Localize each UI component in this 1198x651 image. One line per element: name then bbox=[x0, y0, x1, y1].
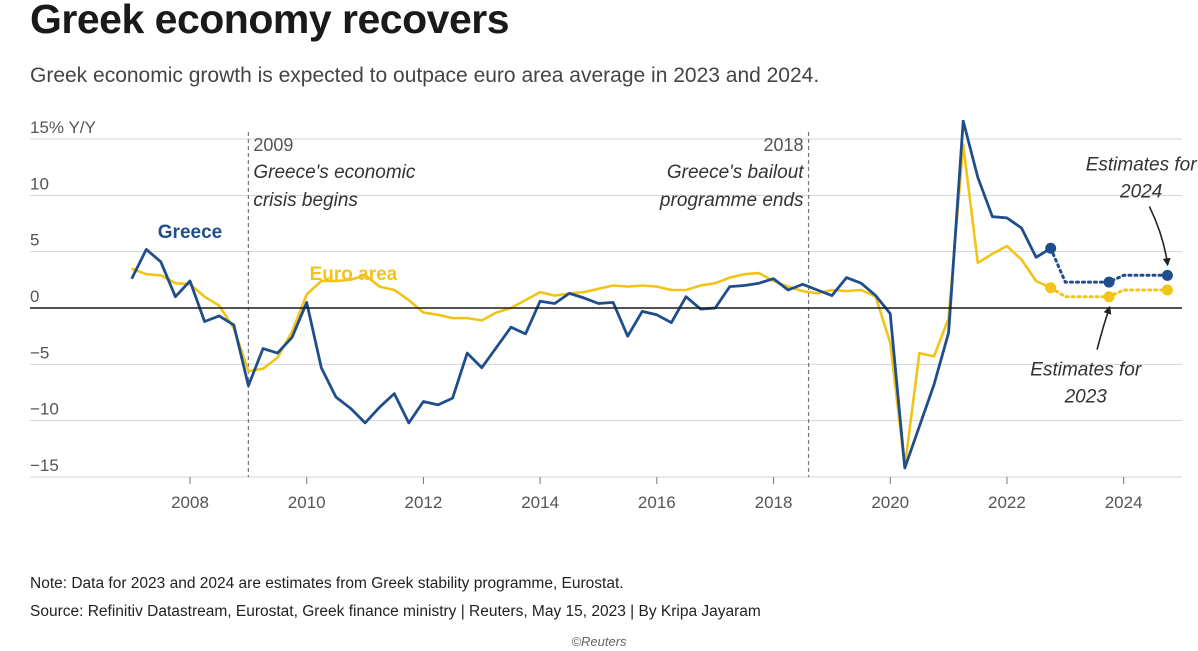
x-tick-label: 2022 bbox=[988, 493, 1026, 512]
estimate-marker bbox=[1103, 276, 1115, 288]
estimate-marker bbox=[1045, 282, 1057, 294]
series-layer bbox=[130, 120, 1173, 470]
grid-layer bbox=[30, 138, 1182, 478]
series-label: Euro area bbox=[310, 264, 398, 285]
series-line-greece bbox=[130, 120, 1052, 470]
x-tick-label: 2014 bbox=[521, 493, 559, 512]
event-label: crisis begins bbox=[253, 190, 358, 211]
y-tick-label: −10 bbox=[30, 400, 59, 419]
y-tick-label: 15% Y/Y bbox=[30, 120, 96, 137]
y-tick-label: −15 bbox=[30, 456, 59, 475]
estimate-marker bbox=[1161, 284, 1173, 296]
x-tick-label: 2018 bbox=[755, 493, 793, 512]
annotation-label: Estimates for bbox=[1086, 155, 1198, 176]
annotation-label: Estimates for bbox=[1030, 360, 1142, 381]
y-tick-label: 0 bbox=[30, 287, 39, 306]
annotation-layer: Estimates for 2024 Estimates for 2023 bbox=[1030, 155, 1197, 408]
y-tick-label: 5 bbox=[30, 231, 39, 250]
growth-line-chart: 2009 Greece's economic crisis begins 2018 Gr… bbox=[30, 120, 1197, 512]
annotation-arrow bbox=[1148, 206, 1171, 267]
x-tick-label: 2008 bbox=[171, 493, 209, 512]
event-label: Greece's economic bbox=[253, 162, 416, 183]
page-subtitle: Greek economic growth is expected to out… bbox=[30, 64, 820, 87]
x-tick-label: 2016 bbox=[638, 493, 676, 512]
axis-layer: 15% Y/Y 10 5 0 −5 −10 −15 2008 2010 2012 2014 2016 2… bbox=[30, 120, 1182, 512]
estimate-marker bbox=[1161, 269, 1173, 281]
estimate-marker bbox=[1103, 291, 1115, 303]
annotation-arrow bbox=[1096, 305, 1112, 350]
series-label: Greece bbox=[158, 222, 222, 243]
event-label: programme ends bbox=[659, 190, 804, 211]
x-tick-label: 2020 bbox=[871, 493, 909, 512]
chart-note: Note: Data for 2023 and 2024 are estimat… bbox=[30, 575, 624, 592]
estimate-marker bbox=[1045, 242, 1057, 254]
y-tick-label: −5 bbox=[30, 343, 49, 362]
annotation-label: 2023 bbox=[1064, 387, 1108, 408]
x-tick-label: 2024 bbox=[1105, 493, 1143, 512]
x-tick-label: 2010 bbox=[288, 493, 326, 512]
page-title: Greek economy recovers bbox=[30, 0, 510, 42]
event-year-label: 2009 bbox=[253, 135, 293, 155]
event-label: Greece's bailout bbox=[667, 162, 804, 183]
y-tick-label: 10 bbox=[30, 174, 49, 193]
chart-source: Source: Refinitiv Datastream, Eurostat, … bbox=[30, 603, 761, 620]
labels-layer: Greece Euro area bbox=[158, 222, 398, 285]
chart-credit: ©Reuters bbox=[571, 634, 627, 649]
event-year-label: 2018 bbox=[764, 135, 804, 155]
annotation-label: 2024 bbox=[1119, 182, 1162, 203]
x-tick-label: 2012 bbox=[405, 493, 443, 512]
events-layer: 2009 Greece's economic crisis begins 2018 Gr… bbox=[247, 132, 810, 477]
